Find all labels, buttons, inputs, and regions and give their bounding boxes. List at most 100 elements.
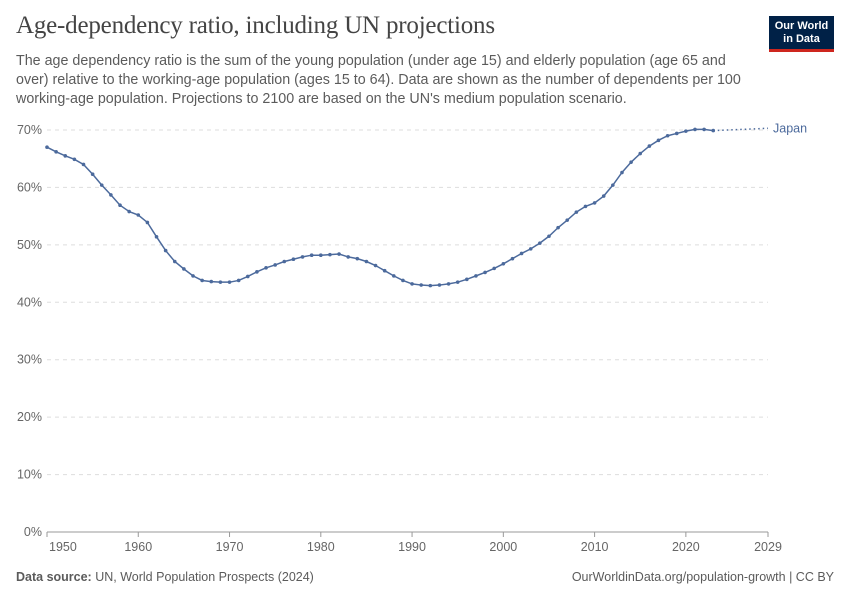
data-point[interactable] — [510, 256, 515, 261]
data-point[interactable] — [565, 218, 570, 222]
y-axis-ticks: 0% 10% 20% 30% 40% 50% 60% 70% — [17, 123, 42, 539]
data-point[interactable] — [665, 133, 670, 138]
x-axis-ticks: 1950 1960 1970 1980 1990 2000 2010 2020 2029 — [46, 531, 782, 554]
data-point[interactable] — [318, 253, 323, 257]
series-label-japan[interactable]: Japan — [773, 121, 807, 135]
data-point[interactable] — [528, 247, 533, 251]
owid-logo[interactable]: Our World in Data — [769, 16, 834, 52]
x-tick-label: 2029 — [754, 540, 782, 554]
data-point[interactable] — [437, 283, 442, 287]
data-point[interactable] — [656, 138, 661, 143]
chart-subtitle: The age dependency ratio is the sum of t… — [16, 53, 741, 107]
data-point[interactable] — [282, 259, 287, 264]
data-point[interactable] — [145, 220, 150, 225]
x-tick-label: 1980 — [307, 540, 335, 554]
data-point[interactable] — [474, 274, 478, 278]
data-point[interactable] — [191, 274, 195, 278]
y-tick-label: 50% — [17, 238, 42, 252]
series-lines: Japan — [45, 121, 807, 288]
data-point[interactable] — [328, 252, 332, 257]
data-point[interactable] — [245, 274, 250, 279]
data-point[interactable] — [446, 282, 451, 286]
data-point[interactable] — [519, 251, 524, 256]
data-point[interactable] — [638, 151, 643, 156]
data-point[interactable] — [410, 282, 414, 286]
data-point[interactable] — [501, 262, 506, 266]
data-point[interactable] — [483, 270, 487, 275]
data-point[interactable] — [455, 280, 460, 284]
data-point[interactable] — [373, 263, 378, 268]
data-point[interactable] — [629, 160, 633, 164]
data-point[interactable] — [611, 183, 615, 187]
data-point[interactable] — [547, 234, 551, 239]
data-point[interactable] — [592, 201, 597, 205]
data-point[interactable] — [620, 170, 624, 175]
data-point[interactable] — [218, 280, 223, 284]
data-point[interactable] — [54, 150, 58, 154]
y-tick-label: 30% — [17, 353, 42, 367]
data-point[interactable] — [45, 145, 49, 150]
projection-line-japan[interactable] — [713, 127, 769, 132]
data-point[interactable] — [346, 255, 350, 259]
data-point[interactable] — [227, 280, 232, 284]
data-point[interactable] — [538, 241, 542, 245]
data-point[interactable] — [136, 213, 141, 217]
x-tick-label: 1990 — [398, 540, 426, 554]
data-point[interactable] — [574, 210, 579, 214]
data-point[interactable] — [492, 266, 497, 271]
data-point[interactable] — [647, 144, 652, 148]
y-tick-label: 10% — [17, 468, 42, 482]
data-point[interactable] — [684, 129, 688, 133]
chart-title: Age-dependency ratio, including UN proje… — [16, 12, 495, 39]
data-point[interactable] — [264, 266, 268, 270]
data-point[interactable] — [309, 253, 314, 257]
data-point[interactable] — [291, 257, 296, 262]
data-point[interactable] — [63, 154, 68, 158]
data-point[interactable] — [109, 193, 113, 197]
data-point[interactable] — [236, 278, 241, 283]
data-source: Data source: UN, World Population Prospe… — [16, 570, 314, 584]
y-tick-label: 60% — [17, 180, 42, 194]
data-point[interactable] — [601, 194, 606, 198]
data-point[interactable] — [255, 270, 259, 274]
data-point[interactable] — [428, 283, 433, 288]
data-point[interactable] — [702, 127, 706, 132]
data-point[interactable] — [90, 172, 95, 177]
data-point[interactable] — [172, 259, 177, 264]
x-tick-label: 2020 — [672, 540, 700, 554]
data-point[interactable] — [364, 259, 369, 264]
data-point[interactable] — [674, 131, 679, 136]
data-point[interactable] — [300, 255, 305, 259]
x-tick-label: 1960 — [124, 540, 152, 554]
data-point[interactable] — [118, 203, 122, 208]
data-point[interactable] — [200, 278, 204, 283]
data-point[interactable] — [693, 127, 697, 132]
data-point[interactable] — [209, 279, 214, 284]
data-point[interactable] — [182, 267, 186, 271]
data-point[interactable] — [382, 268, 387, 273]
source-text[interactable]: UN, World Population Prospects (2024) — [95, 570, 314, 584]
data-point[interactable] — [465, 277, 469, 282]
x-tick-label: 2000 — [489, 540, 517, 554]
y-tick-label: 0% — [24, 525, 42, 539]
data-point[interactable] — [419, 283, 423, 287]
data-point[interactable] — [127, 209, 131, 214]
data-point[interactable] — [392, 274, 396, 278]
source-label: Data source: — [16, 570, 92, 584]
data-point[interactable] — [81, 162, 86, 167]
y-tick-label: 40% — [17, 295, 42, 309]
data-point[interactable] — [583, 204, 588, 209]
data-point[interactable] — [401, 278, 405, 283]
series-line-japan[interactable] — [46, 128, 714, 287]
data-point[interactable] — [99, 183, 104, 187]
data-point[interactable] — [154, 235, 159, 239]
data-point[interactable] — [273, 263, 277, 267]
data-point[interactable] — [337, 252, 341, 256]
data-point[interactable] — [556, 225, 560, 230]
footer-link[interactable]: OurWorldinData.org/population-growth | C… — [571, 570, 834, 584]
x-tick-label: 1970 — [216, 540, 244, 554]
data-point[interactable] — [355, 256, 360, 261]
data-point[interactable] — [72, 157, 77, 162]
data-point[interactable] — [163, 248, 168, 253]
